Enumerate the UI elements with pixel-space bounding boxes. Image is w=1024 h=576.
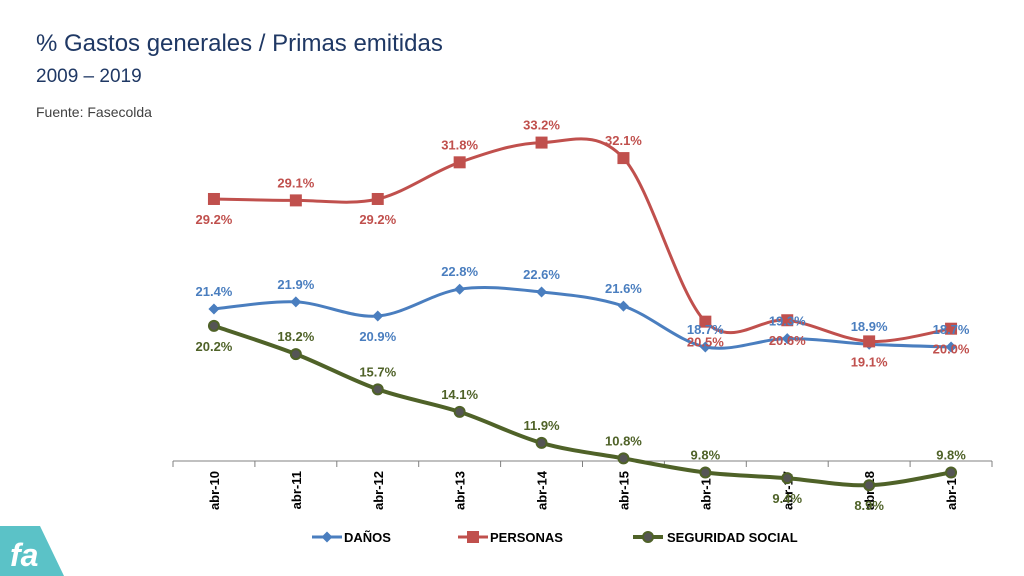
danos-marker xyxy=(372,310,384,322)
personas-data-label: 29.1% xyxy=(277,175,314,190)
personas-marker xyxy=(535,136,548,149)
x-tick-label: abr-10 xyxy=(207,471,222,510)
personas-legend-label: PERSONAS xyxy=(490,530,563,545)
seguridad-social-marker xyxy=(781,472,794,485)
seguridad-social-marker xyxy=(699,466,712,479)
danos-marker xyxy=(536,286,548,298)
danos-marker xyxy=(781,333,793,345)
personas-marker xyxy=(863,335,876,348)
personas-data-label: 29.2% xyxy=(196,212,233,227)
x-tick-label: abr-14 xyxy=(535,470,550,510)
seguridad-social-legend-label: SEGURIDAD SOCIAL xyxy=(667,530,798,545)
danos-data-label: 21.9% xyxy=(277,277,314,292)
x-tick-label: abr-13 xyxy=(453,471,468,510)
personas-marker xyxy=(371,192,384,205)
seguridad-social-data-label: 8.9% xyxy=(854,498,884,513)
personas-data-label: 20.0% xyxy=(933,342,970,357)
danos-legend-label: DAÑOS xyxy=(344,530,391,545)
seguridad-social-data-label: 9.4% xyxy=(772,491,802,506)
x-tick-label: abr-11 xyxy=(289,471,304,509)
personas-marker xyxy=(699,315,712,328)
personas-data-label: 19.1% xyxy=(851,354,888,369)
personas-data-label: 33.2% xyxy=(523,118,560,133)
personas-marker xyxy=(453,156,466,169)
personas-data-label: 31.8% xyxy=(441,137,478,152)
seguridad-social-data-label: 9.8% xyxy=(936,448,966,463)
seguridad-social-marker xyxy=(535,436,548,449)
seguridad-social-data-label: 11.9% xyxy=(523,418,560,433)
seguridad-social-marker xyxy=(863,479,876,492)
danos-data-label: 18.9% xyxy=(851,319,888,334)
seguridad-social-legend-marker xyxy=(642,531,654,543)
personas-line xyxy=(213,137,952,343)
seguridad-social-data-label: 20.2% xyxy=(196,339,233,354)
danos-marker xyxy=(290,296,302,308)
danos-legend-marker xyxy=(321,531,333,543)
seguridad-social-marker xyxy=(289,348,302,361)
personas-marker xyxy=(617,152,630,165)
danos-line xyxy=(213,286,952,350)
danos-data-label: 22.6% xyxy=(523,267,560,282)
x-tick-label: abr-15 xyxy=(616,471,631,510)
personas-marker xyxy=(289,194,302,207)
seguridad-social-marker xyxy=(207,319,220,332)
source-note: Fuente: Fasecolda xyxy=(36,104,152,120)
danos-marker xyxy=(617,300,629,312)
personas-data-label: 32.1% xyxy=(605,133,642,148)
seguridad-social-data-label: 10.8% xyxy=(605,433,642,448)
danos-marker xyxy=(454,283,466,295)
danos-marker xyxy=(945,341,957,353)
seguridad-social-data-label: 14.1% xyxy=(441,387,478,402)
personas-marker xyxy=(945,322,958,335)
logo-text: fa xyxy=(10,537,38,573)
personas-legend-marker xyxy=(467,531,479,543)
personas-data-label: 20.6% xyxy=(769,333,806,348)
danos-data-label: 19.3% xyxy=(769,314,806,329)
seguridad-social-data-label: 15.7% xyxy=(359,364,396,379)
danos-data-label: 22.8% xyxy=(441,264,478,279)
personas-data-label: 29.2% xyxy=(359,212,396,227)
x-tick-label: abr-12 xyxy=(371,471,386,510)
seguridad-social-line xyxy=(213,323,952,488)
danos-data-label: 21.6% xyxy=(605,281,642,296)
personas-marker xyxy=(207,192,220,205)
danos-marker xyxy=(208,303,220,315)
personas-marker xyxy=(781,314,794,327)
fasecolda-logo: fa xyxy=(0,526,64,576)
danos-data-label: 18.7% xyxy=(933,322,970,337)
danos-data-label: 18.7% xyxy=(687,322,724,337)
page-title: % Gastos generales / Primas emitidas xyxy=(36,30,443,57)
seguridad-social-data-label: 9.8% xyxy=(691,448,721,463)
x-tick-label: abr-19 xyxy=(944,471,959,510)
seguridad-social-marker xyxy=(617,452,630,465)
danos-data-label: 21.4% xyxy=(196,284,233,299)
seguridad-social-data-label: 18.2% xyxy=(277,329,314,344)
seguridad-social-marker xyxy=(453,405,466,418)
seguridad-social-marker xyxy=(945,466,958,479)
x-tick-label: abr-16 xyxy=(698,471,713,510)
danos-marker xyxy=(699,341,711,353)
danos-data-label: 20.9% xyxy=(359,329,396,344)
page-subtitle: 2009 – 2019 xyxy=(36,66,142,87)
personas-data-label: 20.5% xyxy=(687,335,724,350)
seguridad-social-marker xyxy=(371,383,384,396)
